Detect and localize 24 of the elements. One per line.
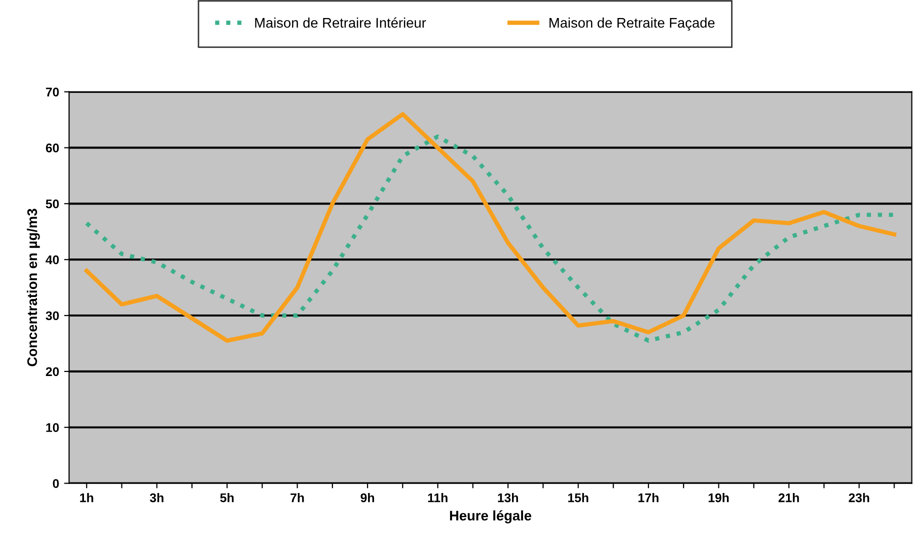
y-tick-label: 60 (46, 144, 59, 152)
x-tick-label: 1h (80, 493, 94, 502)
y-tick-label: 40 (46, 255, 59, 264)
y-tick-label: 0 (52, 479, 59, 488)
y-tick-label: 20 (46, 367, 59, 376)
x-tick-label: 5h (220, 493, 234, 502)
x-tick-label: 3h (150, 493, 164, 502)
x-tick-label: 23h (848, 493, 870, 502)
y-axis-title: Concentration en µg/m3 (26, 208, 40, 366)
x-tick-label: 9h (360, 493, 374, 502)
x-tick-label: 17h (638, 493, 658, 502)
x-axis-title: Heure légale (450, 510, 532, 524)
y-tick-label: 70 (46, 88, 59, 96)
legend-label: Maison de Retraire Intérieur (255, 17, 426, 28)
x-tick-label: 7h (290, 493, 304, 502)
legend-label: Maison de Retraite Façade (550, 18, 715, 31)
y-tick-label: 30 (46, 311, 59, 320)
x-tick-label: 13h (498, 493, 518, 502)
y-tick-label: 50 (46, 199, 59, 208)
x-tick-label: 21h (778, 493, 799, 502)
y-tick-label: 10 (46, 423, 59, 432)
x-tick-label: 11h (428, 493, 448, 502)
x-tick-label: 15h (568, 493, 588, 502)
x-tick-label: 19h (708, 493, 729, 502)
